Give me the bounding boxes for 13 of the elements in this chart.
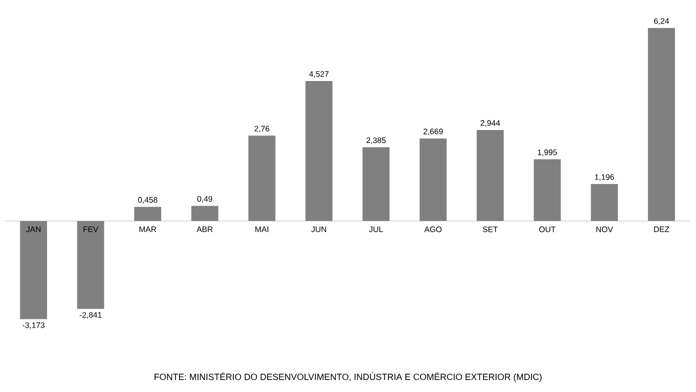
bar: [648, 28, 675, 222]
bar: [534, 159, 561, 222]
source-note: FONTE: MINISTÉRIO DO DESENVOLVIMENTO, INDÚSTRIA E COMÉRCIO EXTERIOR (MDIC): [154, 372, 542, 382]
bar: [362, 147, 390, 222]
bar: [191, 206, 218, 222]
bar: [248, 136, 276, 222]
bar: [420, 138, 447, 222]
bar: [590, 184, 618, 222]
bar: [134, 206, 162, 222]
bar: [476, 130, 504, 222]
bar: [77, 221, 104, 309]
bar: [305, 80, 332, 222]
bar: [20, 221, 48, 320]
